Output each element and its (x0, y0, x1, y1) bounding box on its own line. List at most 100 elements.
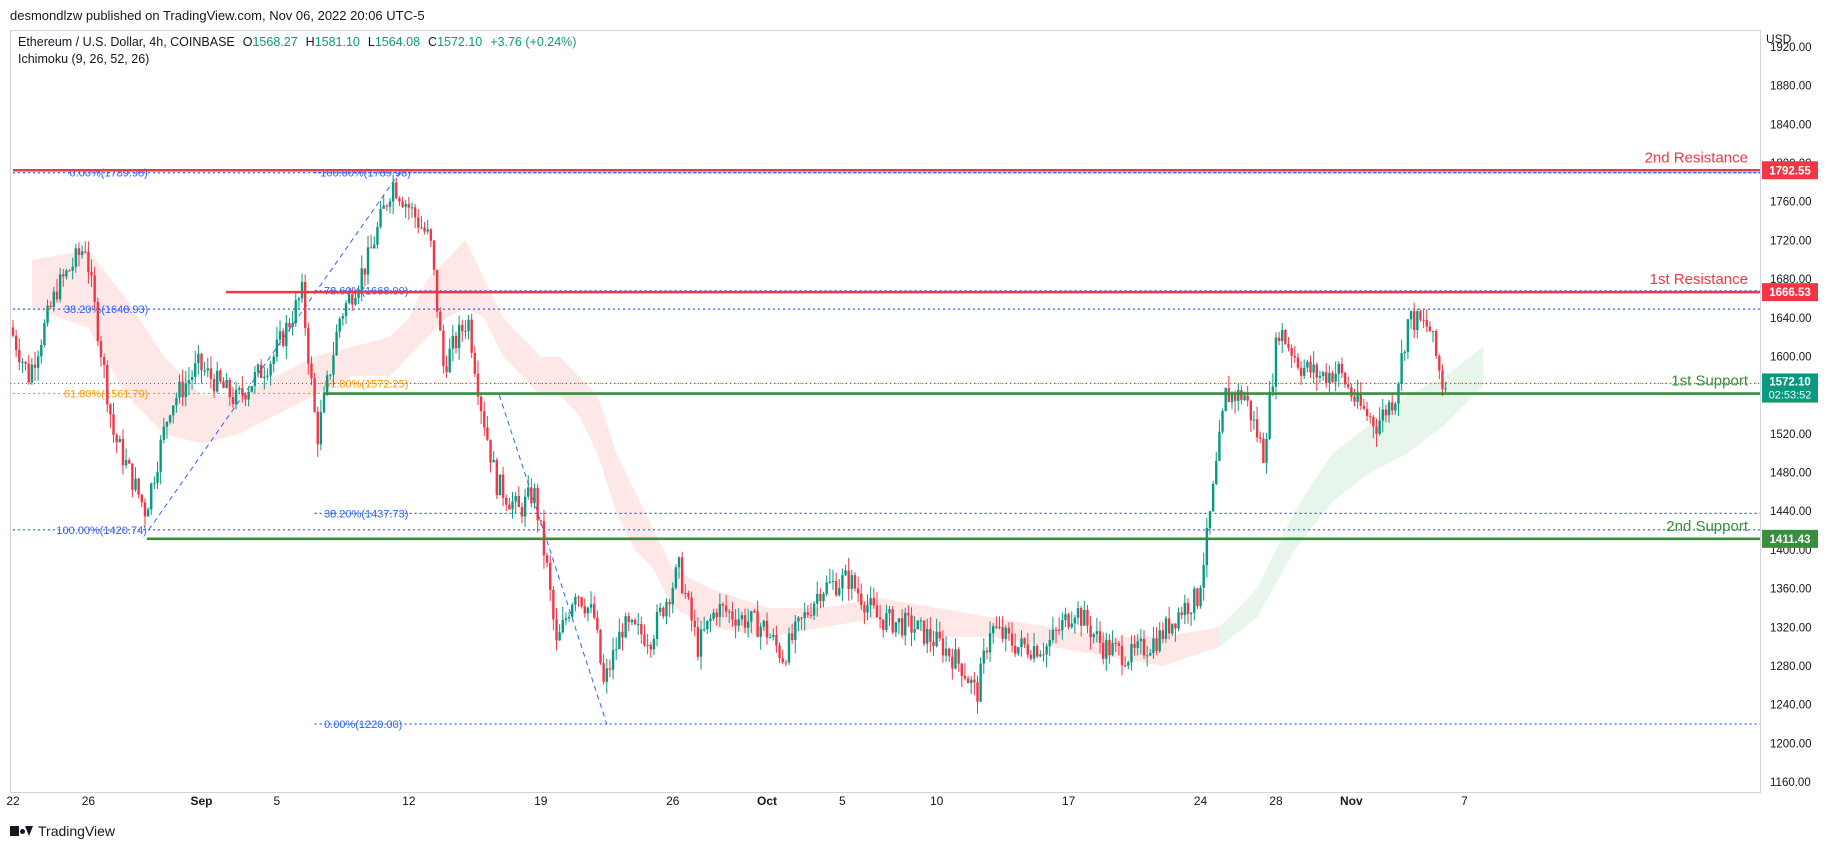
candle (385, 203, 389, 212)
candle (1359, 382, 1362, 410)
candle-body (973, 679, 976, 683)
candle (615, 637, 618, 660)
candle (1412, 302, 1416, 339)
candle-body (470, 319, 473, 353)
candle-body (768, 637, 772, 639)
candle (775, 625, 778, 653)
candle-body (1202, 565, 1205, 588)
candle-body (523, 496, 527, 517)
candle-body (181, 381, 184, 398)
candle-body (14, 335, 18, 351)
candle (571, 602, 574, 619)
candle-body (674, 567, 678, 588)
candle-body (1268, 391, 1271, 439)
candle-body (1406, 319, 1410, 352)
chart-frame[interactable] (10, 30, 1761, 793)
candle-body (762, 620, 766, 627)
candle-body (693, 620, 696, 628)
candle (310, 356, 313, 386)
candle-body (1136, 641, 1139, 648)
candle-body (244, 394, 247, 400)
candle-body (1233, 393, 1237, 401)
candle-body (1193, 588, 1196, 613)
candle (1343, 371, 1347, 389)
candle-body (329, 374, 332, 376)
candle-body (1070, 623, 1073, 628)
candle-body (593, 604, 596, 618)
candle-body (872, 598, 876, 606)
candle-body (24, 361, 27, 364)
candle-body (479, 396, 483, 412)
candle (52, 286, 56, 312)
candle (222, 377, 225, 389)
chart-legend: Ethereum / U.S. Dollar, 4h, COINBASE O15… (18, 34, 576, 68)
last-price-badge-bg (1762, 373, 1818, 402)
candle (948, 647, 951, 663)
candle (721, 602, 725, 618)
time-tick: 5 (274, 794, 281, 808)
candle-body (1312, 364, 1315, 373)
candle-body (699, 629, 703, 657)
cloud-segment (1049, 627, 1107, 657)
candle (58, 267, 62, 303)
candle (357, 285, 360, 304)
candle (143, 498, 147, 528)
candle-body (596, 617, 599, 630)
candle (1007, 622, 1011, 641)
price-tick: 1240.00 (1770, 700, 1812, 712)
level-2nd-support: 2nd Support (146, 518, 1760, 541)
candle-body (599, 629, 602, 664)
candle-body (834, 581, 838, 596)
candle (55, 279, 59, 303)
candle-body (630, 619, 634, 623)
candle-body (702, 629, 706, 631)
candle (809, 603, 813, 619)
last-price-value: 1572.10 (1769, 376, 1811, 388)
candle-body (216, 370, 219, 392)
candle (734, 609, 737, 639)
candle (492, 451, 495, 463)
candle-body (904, 612, 907, 636)
candle (545, 552, 549, 568)
legend-symbol[interactable]: Ethereum / U.S. Dollar, 4h, COINBASE (18, 35, 235, 49)
candle-body (442, 330, 445, 367)
candle-body (878, 617, 882, 620)
candle-body (922, 620, 926, 644)
candle (1403, 349, 1406, 362)
candle-body (1035, 646, 1039, 657)
candle-body (894, 622, 898, 633)
candle-body (1089, 625, 1092, 638)
candle-body (624, 616, 627, 638)
cloud-segment (1445, 346, 1484, 425)
candle-body (96, 301, 100, 342)
candle-body (1123, 665, 1127, 667)
candle-body (1434, 331, 1438, 356)
candle-body (812, 603, 816, 616)
candle (1117, 640, 1121, 656)
candle (618, 618, 621, 650)
candle (115, 433, 118, 453)
candle-body (99, 341, 103, 358)
candle (498, 474, 502, 496)
candle-body (297, 298, 301, 301)
price-tick: 1280.00 (1770, 661, 1812, 673)
candle (888, 605, 891, 626)
price-badge: 1666.53 (1762, 283, 1818, 302)
candle-body (687, 593, 690, 598)
candle (1032, 632, 1036, 663)
candle (1328, 365, 1331, 394)
candle-body (231, 397, 235, 404)
candle-body (1048, 640, 1051, 647)
candle-body (366, 247, 370, 275)
candle (1054, 626, 1058, 644)
candle (325, 370, 329, 396)
indicator-label[interactable]: Ichimoku (9, 26, 52, 26) (18, 52, 150, 66)
candle-body (574, 596, 577, 605)
time-tick: 17 (1062, 794, 1076, 808)
candle-body (1350, 387, 1353, 397)
candle-body (1061, 620, 1064, 631)
candle (435, 269, 439, 318)
candle (1431, 330, 1435, 343)
